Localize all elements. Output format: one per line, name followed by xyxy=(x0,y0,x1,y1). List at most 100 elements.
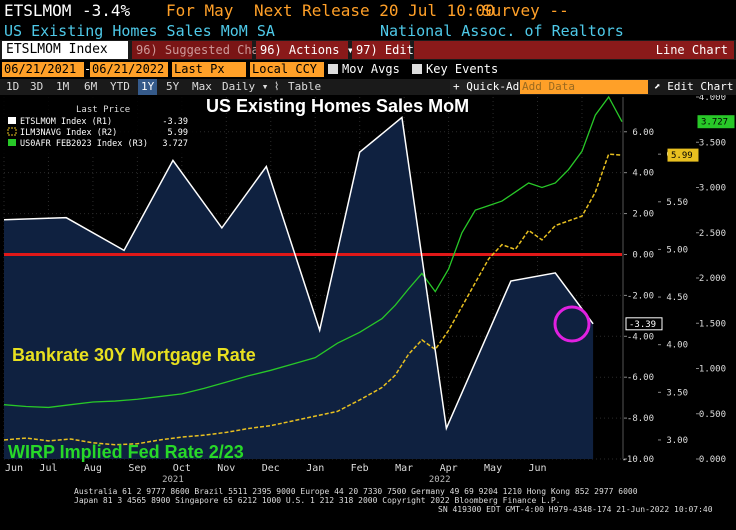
axis-tick-label-r3: 4.000 xyxy=(699,95,726,103)
footer: Australia 61 2 9777 8600 Brazil 5511 239… xyxy=(0,484,736,530)
axis-tick-label-r3: 3.000 xyxy=(699,184,726,194)
axis-tick-label-r1: 0.00 xyxy=(632,250,654,260)
x-axis-month-label: May xyxy=(484,463,502,474)
x-axis-month-label: Feb xyxy=(351,463,369,474)
axis-tick-label-r1: 6.00 xyxy=(632,128,654,138)
x-axis-month-label: Apr xyxy=(440,463,458,474)
edit-icon: ⬈ xyxy=(654,80,661,93)
range-ytd[interactable]: YTD xyxy=(110,80,130,93)
axis-layer: 6.00 4.00 2.00 0.00 -2.00 -4.00 -6.00 -8.00 -10.… xyxy=(5,95,735,484)
survey-label: Survey -- xyxy=(482,1,569,20)
actions-label: 96) Actions xyxy=(260,43,340,57)
area-layer xyxy=(4,117,594,460)
axis-tick-label-r2: 3.50 xyxy=(666,388,688,398)
axis-tick-label-r1: -4.00 xyxy=(627,332,654,342)
edit-label: 97) Edit xyxy=(356,43,414,57)
mortgage-annotation: Bankrate 30Y Mortgage Rate xyxy=(12,345,256,365)
etslmom-area-fill xyxy=(4,117,594,460)
wirp-annotation: WIRP Implied Fed Rate 2/23 xyxy=(8,442,244,462)
axis-tick-label-r3: 2.500 xyxy=(699,229,726,239)
x-axis-month-label: Mar xyxy=(395,463,413,474)
axis-tick-label-r2: 3.00 xyxy=(666,436,688,446)
legend-swatch-r1 xyxy=(8,117,16,124)
currency-select[interactable]: Local CCY xyxy=(250,62,324,77)
chevron-down-icon: ▾ xyxy=(346,43,354,57)
range-1d[interactable]: 1D xyxy=(6,80,20,93)
mov-avgs-checkbox[interactable]: Mov Avgs xyxy=(328,63,400,76)
axis-tick-label-r2: 5.00 xyxy=(666,245,688,255)
x-axis-month-label: Oct xyxy=(173,463,191,474)
frequency-select[interactable]: Daily ▾ xyxy=(222,79,268,95)
checkbox-icon xyxy=(328,64,338,74)
chart-type-label[interactable]: Line Chart xyxy=(414,41,734,59)
range-3d[interactable]: 3D xyxy=(30,80,44,93)
last-value-label-r3-box xyxy=(697,115,735,129)
ticker-value: -3.4% xyxy=(82,1,131,20)
axis-tick-label-r3: 2.000 xyxy=(699,274,726,284)
edit-chart-button[interactable]: ⬈ Edit Chart xyxy=(654,79,733,95)
main-toolbar: ETSLMOM Index 96) Suggested Charts 96) A… xyxy=(0,40,736,60)
last-value-label-r3: 3.727 xyxy=(701,118,728,128)
chart-icon[interactable]: ⌇ xyxy=(274,80,280,93)
chevron-down-icon: ▾ xyxy=(261,80,269,93)
key-events-checkbox[interactable]: Key Events xyxy=(412,63,498,76)
us0afr-series-line xyxy=(3,95,623,409)
legend-label-r1: ETSLMOM Index (R1) xyxy=(20,117,112,127)
next-release-label: Next Release 20 Jul 10:00 xyxy=(254,1,495,20)
price-field-select[interactable]: Last Px xyxy=(172,62,246,77)
axis-tick-label-r1: 4.00 xyxy=(632,169,654,179)
axis-tick-label-r2: 4.50 xyxy=(666,293,688,303)
series-layer xyxy=(3,95,623,446)
legend-swatch-r3 xyxy=(8,139,16,146)
axis-tick-label-r3: 3.500 xyxy=(699,138,726,148)
security-input[interactable]: ETSLMOM Index xyxy=(2,41,128,59)
x-axis-month-label: Aug xyxy=(84,463,102,474)
x-axis-month-label: Dec xyxy=(262,463,280,474)
checkbox-icon xyxy=(412,64,422,74)
quick-add-label: + Quick-Add xyxy=(453,80,526,93)
frequency-label: Daily xyxy=(222,80,256,93)
range-1y[interactable]: 1Y xyxy=(138,79,158,95)
edit-menu-button[interactable]: 97) Edit ▾ xyxy=(352,41,428,59)
range-6m[interactable]: 6M xyxy=(84,80,98,93)
axis-tick-label-r1: -6.00 xyxy=(627,373,654,383)
table-button[interactable]: Table xyxy=(288,80,322,93)
footer-copyright-line: Japan 81 3 4565 8900 Singapore 65 6212 1… xyxy=(74,496,561,505)
edit-chart-label: Edit Chart xyxy=(667,80,734,93)
legend-value-r1: -3.39 xyxy=(162,117,188,127)
legend-label-r2: ILM3NAVG Index (R2) xyxy=(20,128,117,138)
highlight-circle xyxy=(553,305,591,343)
range-max[interactable]: Max xyxy=(192,80,212,93)
axis-tick-label-r3: 0.500 xyxy=(699,410,726,420)
range-5y[interactable]: 5Y xyxy=(166,80,180,93)
legend-label-r3: US0AFR FEB2023 Index (R3) xyxy=(20,139,148,149)
end-date-input[interactable]: 06/21/2022 xyxy=(90,62,168,77)
axis-tick-label-r3: 0.000 xyxy=(699,455,726,465)
last-value-label-r2-box xyxy=(667,148,699,162)
settings-toolbar: 06/21/2021 - 06/21/2022 Last Px Local CC… xyxy=(0,61,736,78)
actions-menu-button[interactable]: 96) Actions ▾ xyxy=(256,41,354,59)
x-axis-month-label: Jun xyxy=(5,463,23,474)
add-data-input[interactable]: Add Data xyxy=(520,80,648,94)
x-axis-month-label: Jul xyxy=(39,463,57,474)
footer-session-line: SN 419300 EDT GMT-4:00 H979-4348-174 21-… xyxy=(438,505,713,514)
for-period-label: For May xyxy=(166,1,234,20)
suggested-charts-button[interactable]: 96) Suggested Charts xyxy=(132,41,281,59)
range-1m[interactable]: 1M xyxy=(56,80,70,93)
chart-title: US Existing Homes Sales MoM xyxy=(206,96,469,116)
x-axis-month-label: Jan xyxy=(306,463,324,474)
x-axis-month-label: Nov xyxy=(217,463,235,474)
axis-tick-label-r1: -8.00 xyxy=(627,414,654,424)
range-toolbar: 1D 3D 1M 6M YTD 1Y 5Y Max Daily ▾ ⌇ Tabl… xyxy=(0,79,736,95)
last-value-label-r1-box xyxy=(625,317,663,331)
chart-area[interactable]: 6.00 4.00 2.00 0.00 -2.00 -4.00 -6.00 -8.00 -10.… xyxy=(0,95,736,484)
ticker-label: ETSLMOM xyxy=(4,1,72,20)
axis-tick-label-r1: -10.00 xyxy=(621,455,654,465)
legend-value-r2: 5.99 xyxy=(168,128,188,138)
date-separator: - xyxy=(84,62,92,76)
footer-contacts-line: Australia 61 2 9777 8600 Brazil 5511 239… xyxy=(74,487,638,496)
start-date-input[interactable]: 06/21/2021 xyxy=(2,62,84,77)
security-header-row: ETSLMOM -3.4% For May Next Release 20 Ju… xyxy=(0,0,736,22)
description-row: US Existing Homes Sales MoM SA National … xyxy=(0,22,736,40)
legend-value-r3: 3.727 xyxy=(162,139,188,149)
